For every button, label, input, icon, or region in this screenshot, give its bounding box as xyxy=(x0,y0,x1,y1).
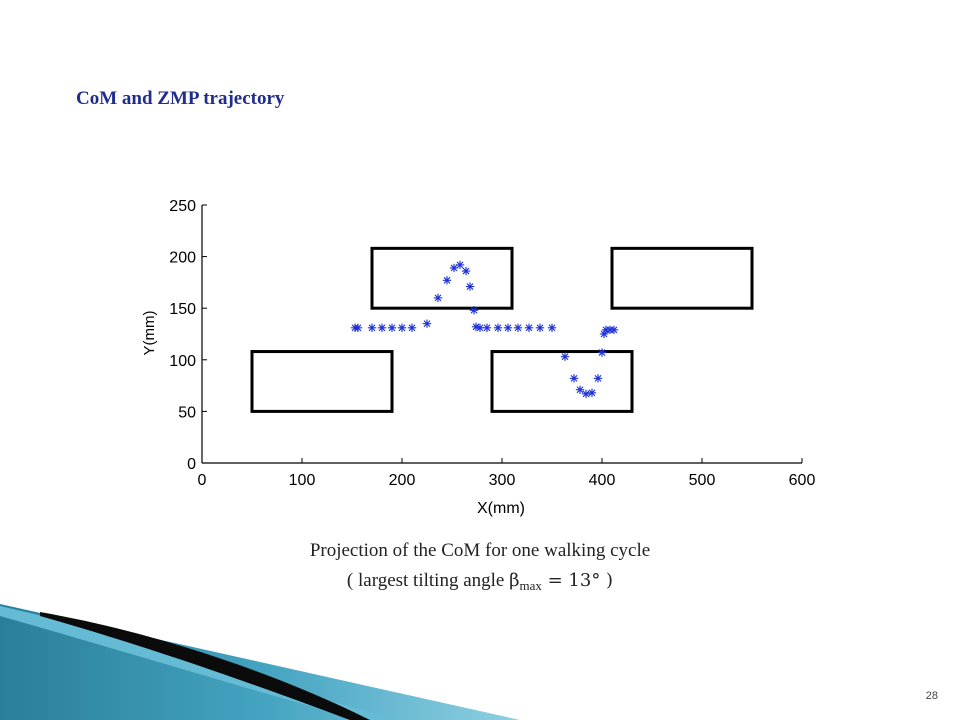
x-tick-label: 500 xyxy=(689,472,716,489)
com-point xyxy=(597,348,607,357)
com-point xyxy=(609,325,619,335)
footprints xyxy=(250,246,754,413)
trajectory-chart: 0 100 200 300 400 500 600 0 50 100 150 200 250 X(mm… xyxy=(141,198,816,517)
com-point xyxy=(475,323,485,333)
x-tick-label: 600 xyxy=(789,472,816,489)
decorative-swoosh xyxy=(0,604,520,720)
x-tick-label: 100 xyxy=(289,472,316,489)
com-point xyxy=(469,306,479,315)
com-point xyxy=(397,323,407,333)
caption-prefix: ( largest tilting angle xyxy=(346,570,510,591)
plot-axes xyxy=(201,205,802,464)
com-point xyxy=(433,293,443,303)
footprint-rect xyxy=(370,246,514,310)
com-point xyxy=(407,323,417,333)
com-point xyxy=(493,323,503,333)
slide-title: CoM and ZMP trajectory xyxy=(76,88,285,109)
com-point xyxy=(387,323,397,333)
y-tick-label: 250 xyxy=(169,198,196,215)
caption-subscript: max xyxy=(519,578,542,593)
x-ticks: 0 100 200 300 400 500 600 xyxy=(198,458,816,489)
com-point xyxy=(442,276,452,285)
com-point xyxy=(449,263,459,273)
com-point xyxy=(465,282,475,291)
com-point xyxy=(535,323,545,333)
x-tick-label: 0 xyxy=(198,472,207,489)
com-point xyxy=(513,323,523,333)
y-tick-label: 100 xyxy=(169,353,196,370)
com-point xyxy=(587,388,597,398)
com-point xyxy=(569,374,579,383)
y-axis-label: Y(mm) xyxy=(141,311,158,356)
caption-beta: β xyxy=(509,570,520,591)
com-point xyxy=(503,323,513,333)
page-number: 28 xyxy=(925,690,938,702)
com-point xyxy=(593,374,603,383)
com-point xyxy=(461,266,471,276)
com-point xyxy=(581,389,591,399)
com-point xyxy=(367,323,377,333)
x-axis-label: X(mm) xyxy=(477,500,525,517)
com-point xyxy=(455,260,465,270)
com-point xyxy=(353,323,363,333)
com-point xyxy=(377,323,387,333)
x-tick-label: 400 xyxy=(589,472,616,489)
footprint-rect xyxy=(490,350,634,413)
x-tick-label: 200 xyxy=(389,472,416,489)
com-point xyxy=(524,323,534,333)
com-point xyxy=(547,323,557,333)
caption-line-1: Projection of the CoM for one walking cy… xyxy=(309,540,651,561)
com-point xyxy=(575,385,585,394)
com-point xyxy=(422,319,432,328)
footprint-rect xyxy=(610,246,754,310)
y-tick-label: 50 xyxy=(178,404,196,421)
com-points xyxy=(350,260,619,399)
swoosh-black xyxy=(40,612,370,720)
footprint-rect xyxy=(250,350,394,413)
com-point xyxy=(560,352,570,361)
y-ticks: 0 50 100 150 200 250 xyxy=(169,198,207,473)
caption-line-2: ( largest tilting angle βmax = 13° ) xyxy=(0,570,960,594)
y-tick-label: 0 xyxy=(187,456,196,473)
y-tick-label: 150 xyxy=(169,301,196,318)
com-point xyxy=(482,323,492,333)
x-tick-label: 300 xyxy=(489,472,516,489)
caption-suffix: = 13° ) xyxy=(541,570,614,591)
y-tick-label: 200 xyxy=(169,250,196,267)
